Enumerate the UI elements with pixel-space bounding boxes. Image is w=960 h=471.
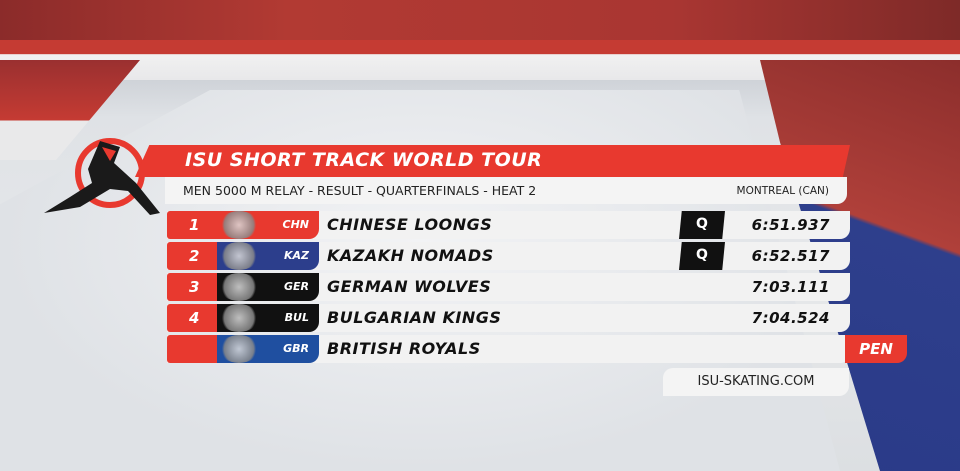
- event-subtitle-bar: MEN 5000 M RELAY - RESULT - QUARTERFINAL…: [165, 177, 847, 204]
- finish-time: 6:51.937: [751, 216, 830, 234]
- rank: [167, 335, 217, 363]
- broadcast-title: ISU SHORT TRACK WORLD TOUR: [185, 149, 543, 171]
- team-code-badge: CHN: [217, 211, 319, 239]
- team-code: BUL: [284, 311, 309, 324]
- result-row: 3 GER GERMAN WOLVES 7:03.111: [167, 273, 850, 301]
- team-code-badge: GBR: [217, 335, 319, 363]
- finish-time: 7:04.524: [751, 309, 830, 327]
- finish-time: 7:03.111: [751, 278, 830, 296]
- team-mascot-icon: [219, 273, 259, 301]
- result-row: 2 KAZ KAZAKH NOMADS Q 6:52.517: [167, 242, 850, 270]
- result-row: GBR BRITISH ROYALS: [167, 335, 850, 363]
- rank: 4: [167, 304, 217, 332]
- team-code: GER: [283, 280, 309, 293]
- result-row: 4 BUL BULGARIAN KINGS 7:04.524: [167, 304, 850, 332]
- team-name: BULGARIAN KINGS: [327, 308, 502, 327]
- team-code-badge: GER: [217, 273, 319, 301]
- event-location: MONTREAL (CAN): [736, 185, 829, 197]
- team-name: BRITISH ROYALS: [327, 339, 481, 358]
- team-name: CHINESE LOONGS: [327, 215, 493, 234]
- team-mascot-icon: [219, 211, 259, 239]
- penalty-badge: PEN: [845, 335, 907, 363]
- qualifier-badge: Q: [679, 211, 725, 239]
- website-label: ISU-SKATING.COM: [663, 368, 849, 396]
- team-code: CHN: [282, 218, 310, 231]
- team-mascot-icon: [219, 335, 259, 363]
- team-name: GERMAN WOLVES: [327, 277, 492, 296]
- team-code-badge: BUL: [217, 304, 319, 332]
- team-mascot-icon: [219, 304, 259, 332]
- team-code: GBR: [283, 342, 309, 355]
- team-mascot-icon: [219, 242, 259, 270]
- team-code-badge: KAZ: [217, 242, 319, 270]
- qualifier-badge: Q: [679, 242, 725, 270]
- result-row: 1 CHN CHINESE LOONGS Q 6:51.937: [167, 211, 850, 239]
- rank: 2: [167, 242, 217, 270]
- event-name: MEN 5000 M RELAY - RESULT - QUARTERFINAL…: [183, 183, 537, 198]
- team-code: KAZ: [283, 249, 309, 262]
- rank: 3: [167, 273, 217, 301]
- rank: 1: [167, 211, 217, 239]
- broadcast-title-bar: ISU SHORT TRACK WORLD TOUR: [135, 145, 850, 177]
- finish-time: 6:52.517: [751, 247, 830, 265]
- team-name: KAZAKH NOMADS: [327, 246, 494, 265]
